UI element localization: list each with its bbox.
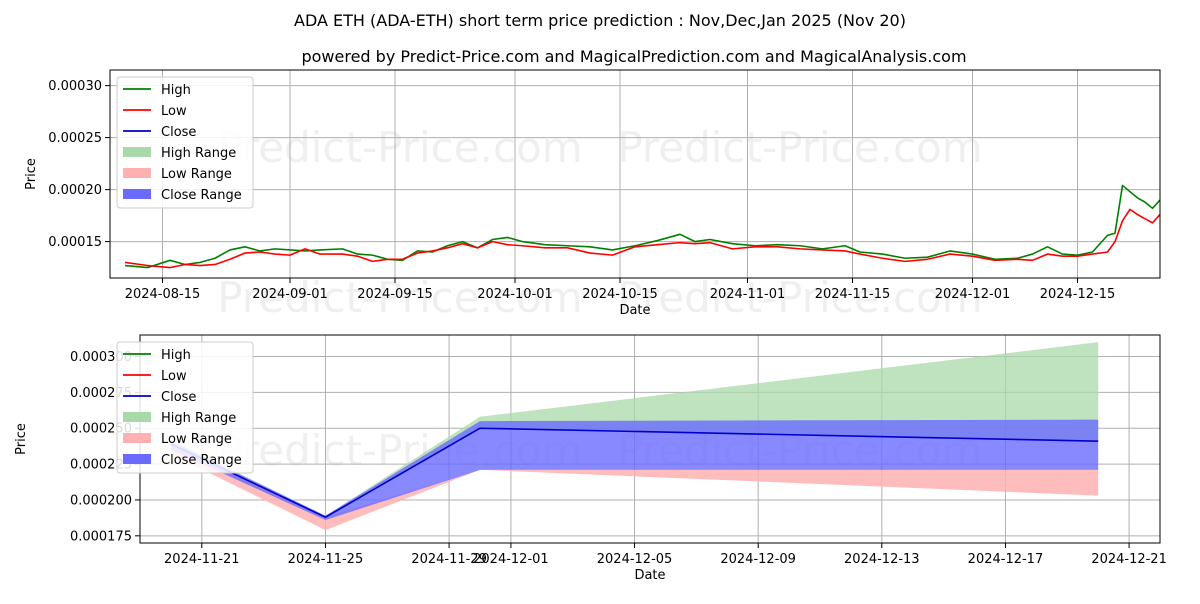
legend-label: Low bbox=[161, 104, 187, 119]
legend-label: High Range bbox=[161, 146, 236, 161]
x-tick-label: 2024-12-15 bbox=[1040, 287, 1116, 302]
x-tick-label: 2024-11-01 bbox=[710, 287, 786, 302]
legend-label: Close Range bbox=[161, 188, 242, 203]
legend-label: Close Range bbox=[161, 453, 242, 468]
legend-label: Close bbox=[161, 125, 196, 140]
legend-label: Low Range bbox=[161, 432, 232, 447]
history-panel: Predict-Price.com Predict-Price.com Pred… bbox=[24, 69, 1161, 322]
chart-subtitle: powered by Predict-Price.com and Magical… bbox=[301, 47, 966, 66]
high-series-line bbox=[124, 184, 1161, 269]
forecast-panel: Predict-Price.com Predict-Price.com 2024… bbox=[14, 334, 1167, 583]
legend-label: High Range bbox=[161, 411, 236, 426]
chart-title: ADA ETH (ADA-ETH) short term price predi… bbox=[294, 11, 906, 30]
x-tick-label: 2024-12-01 bbox=[935, 287, 1011, 302]
y-tick-label: 0.000300 bbox=[70, 350, 132, 365]
legend-swatch bbox=[123, 454, 151, 464]
close-series-line bbox=[170, 427, 1099, 518]
x-tick-label: 2024-09-01 bbox=[252, 287, 328, 302]
legend-label: High bbox=[161, 348, 191, 363]
x-tick-label: 2024-09-15 bbox=[357, 287, 433, 302]
y-tick-label: 0.00015 bbox=[48, 235, 102, 250]
y-tick-label: 0.000225 bbox=[70, 458, 132, 473]
y-tick-label: 0.00030 bbox=[48, 79, 102, 94]
y-tick-label: 0.000275 bbox=[70, 386, 132, 401]
y-tick-label: 0.00020 bbox=[48, 183, 102, 198]
x-tick-label: 2024-10-15 bbox=[582, 287, 658, 302]
plot-frame bbox=[109, 69, 1161, 279]
y-tick-label: 0.00025 bbox=[48, 131, 102, 146]
x-tick-label: 2024-12-17 bbox=[968, 552, 1044, 567]
x-tick-label: 2024-12-09 bbox=[720, 552, 796, 567]
legend-label: Low bbox=[161, 369, 187, 384]
legend-label: High bbox=[161, 83, 191, 98]
watermark-1: Predict-Price.com bbox=[217, 123, 582, 172]
x-tick-label: 2024-11-21 bbox=[164, 552, 240, 567]
watermark-4: Predict-Price.com bbox=[617, 273, 982, 322]
x-tick-label: 2024-12-01 bbox=[473, 552, 549, 567]
y-tick-label: 0.000200 bbox=[70, 493, 132, 508]
y-axis-label: Price bbox=[14, 423, 29, 455]
legend-swatch bbox=[123, 168, 151, 178]
legend-swatch bbox=[123, 412, 151, 422]
x-tick-label: 2024-12-05 bbox=[597, 552, 673, 567]
y-axis-label: Price bbox=[24, 158, 39, 190]
watermark-2: Predict-Price.com bbox=[617, 123, 982, 172]
x-tick-label: 2024-10-01 bbox=[477, 287, 553, 302]
legend: High Low Close High Range Low Range Close Ran… bbox=[116, 76, 254, 209]
legend-swatch bbox=[123, 189, 151, 199]
x-tick-label: 2024-11-25 bbox=[288, 552, 364, 567]
x-tick-label: 2024-08-15 bbox=[125, 287, 201, 302]
x-tick-label: 2024-12-13 bbox=[844, 552, 920, 567]
watermark-3: Predict-Price.com bbox=[217, 273, 582, 322]
x-tick-label: 2024-11-15 bbox=[815, 287, 891, 302]
y-tick-label: 0.000175 bbox=[70, 529, 132, 544]
x-tick-label: 2024-11-29 bbox=[411, 552, 487, 567]
x-tick-label: 2024-12-21 bbox=[1091, 552, 1167, 567]
x-axis-label: Date bbox=[619, 303, 650, 318]
legend-swatch bbox=[123, 147, 151, 157]
close-range-band bbox=[170, 419, 1099, 521]
y-tick-label: 0.000250 bbox=[70, 422, 132, 437]
legend-label: Low Range bbox=[161, 167, 232, 182]
low-range-band bbox=[170, 444, 1099, 531]
x-axis-label: Date bbox=[634, 568, 665, 583]
legend-swatch bbox=[123, 433, 151, 443]
legend-label: Close bbox=[161, 390, 196, 405]
low-series-line bbox=[124, 208, 1161, 269]
legend: High Low Close High Range Low Range Close Ran… bbox=[116, 341, 254, 474]
